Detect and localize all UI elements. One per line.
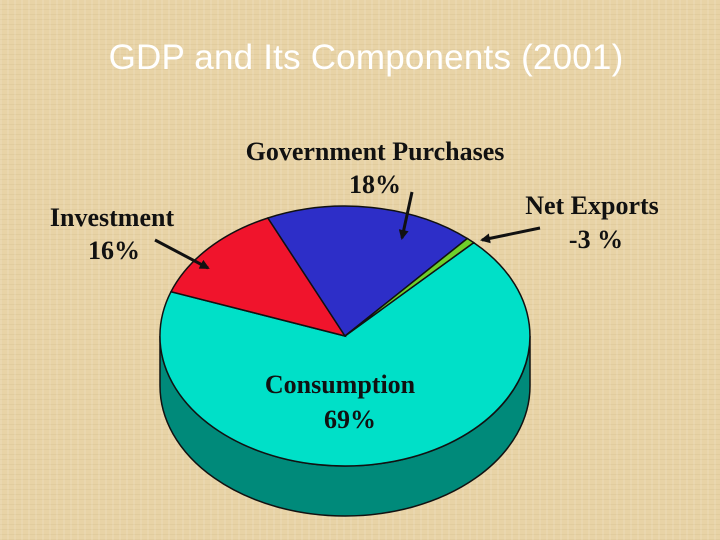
label-consumption: Consumption	[265, 370, 416, 399]
label-government-purchases: Government Purchases	[246, 137, 505, 166]
label-investment: Investment	[50, 203, 175, 232]
page-title: GDP and Its Components (2001)	[108, 38, 624, 77]
value-consumption: 69%	[324, 405, 376, 434]
arrow-investment	[154, 238, 210, 270]
value-net-exports: -3 %	[569, 225, 623, 254]
pie-slice-investment	[169, 217, 347, 338]
arrow-government-purchases	[398, 191, 414, 240]
pie-slice-government-purchases	[266, 205, 469, 338]
arrow-net-exports	[480, 226, 541, 244]
value-investment: 16%	[88, 236, 140, 265]
value-government-purchases: 18%	[349, 170, 401, 199]
pie-slice-consumption	[159, 241, 531, 467]
label-net-exports: Net Exports	[525, 191, 659, 220]
pie-slice-net-exports	[344, 237, 476, 337]
